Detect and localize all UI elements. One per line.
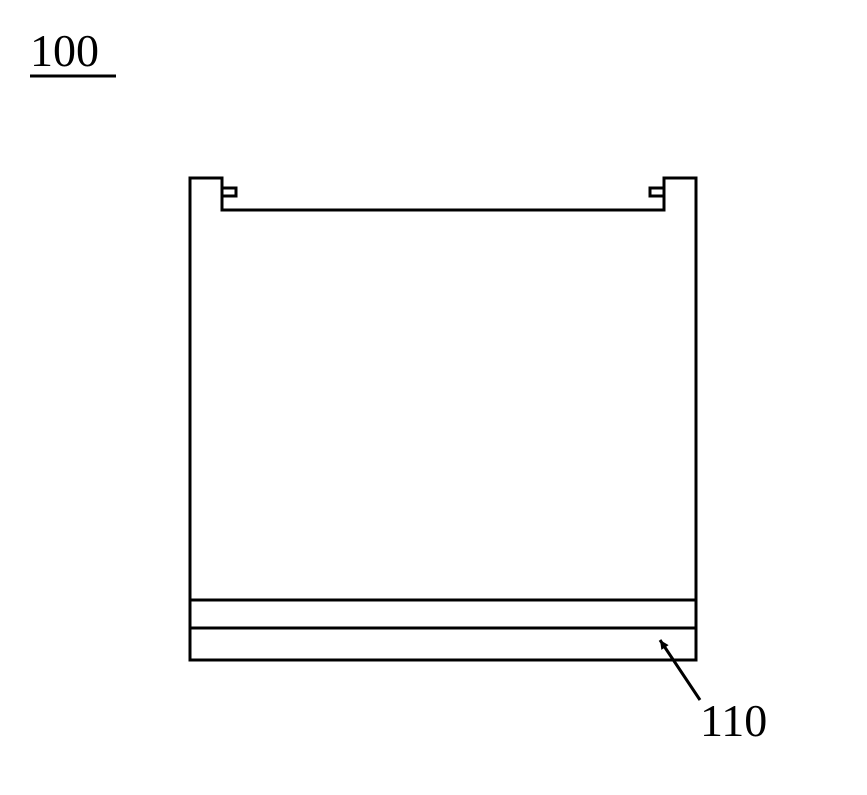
- part-ref-text: 110: [700, 694, 767, 747]
- container-outline: [190, 178, 696, 660]
- leader-line: [660, 640, 700, 700]
- figure-svg: [0, 0, 867, 795]
- assembly-ref-text: 100: [30, 24, 99, 77]
